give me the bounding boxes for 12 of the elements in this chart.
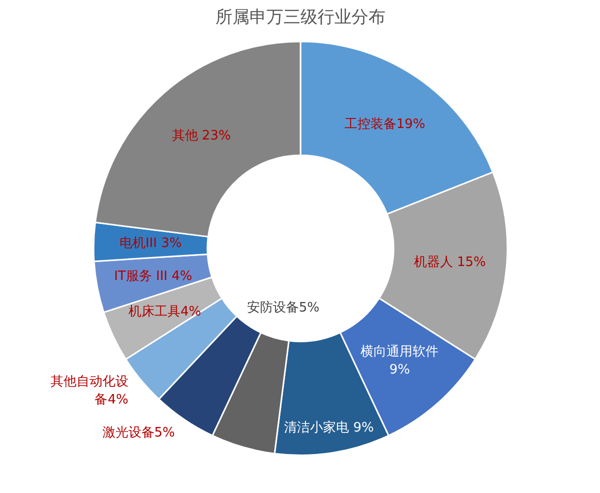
slice-label: 机床工具4% — [128, 304, 202, 320]
slice-label: IT服务 III 4% — [114, 268, 192, 284]
slice-label: 清洁小家电 9% — [284, 420, 374, 436]
chart-title: 所属申万三级行业分布 — [216, 8, 386, 28]
slice-label: 激光设备5% — [102, 426, 175, 441]
slice-label: 其他自动化设备4% — [50, 374, 128, 408]
slice-label: 横向通用软件 9% — [360, 344, 439, 378]
slice-label: 电机III 3% — [119, 236, 182, 252]
slice-label: 机器人 15% — [414, 254, 486, 270]
slice-label: 其他 23% — [172, 128, 231, 144]
slice-label: 安防设备5% — [246, 299, 320, 316]
slice-label: 工控装备19% — [344, 116, 426, 132]
